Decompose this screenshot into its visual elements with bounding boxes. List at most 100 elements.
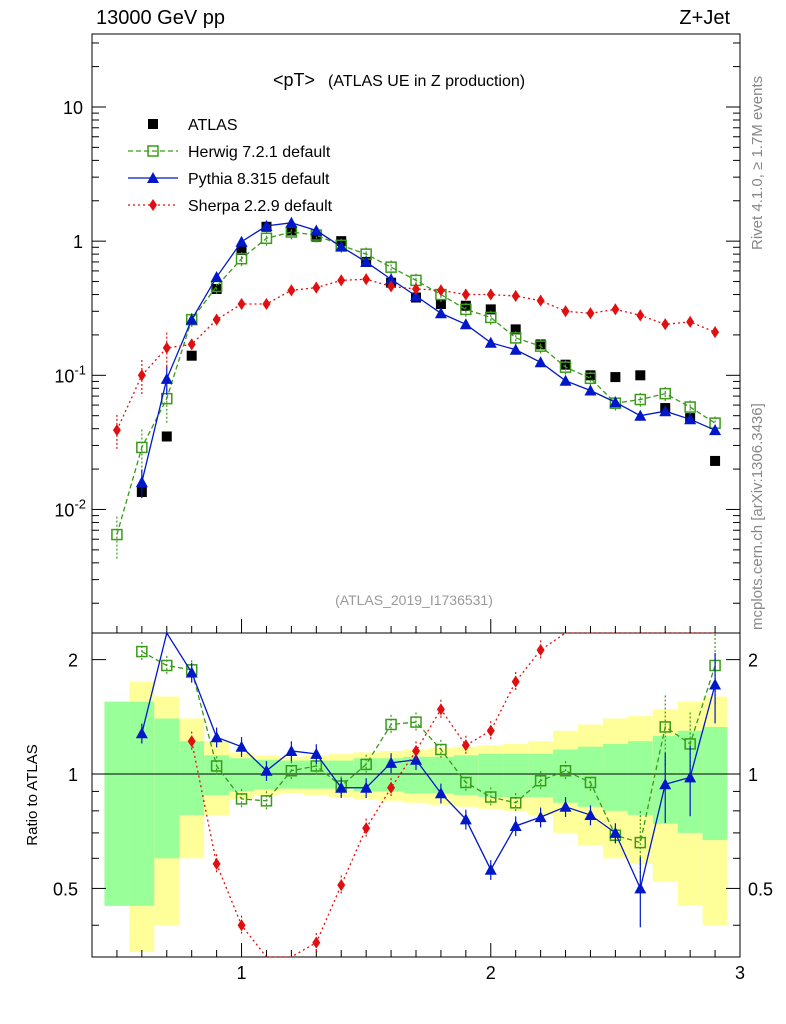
pythia-ratio-point (584, 809, 597, 821)
sherpa-main-point (511, 290, 520, 303)
herwig-main-point (584, 372, 597, 385)
pythia-ratio-point (509, 819, 522, 831)
uncertainty-bands (104, 681, 728, 953)
herwig-ratio-point (485, 791, 497, 803)
plot-frames (91, 33, 741, 958)
x-tick-label: 3 (735, 963, 745, 983)
mcplots-label: mcplots.cern.ch [arXiv:1306.3436] (749, 403, 766, 630)
sherpa-main-point (262, 298, 271, 311)
herwig-ratio-point (659, 721, 671, 733)
pythia-ratio-point (659, 778, 672, 790)
y-ratio-tick-label: 2 (68, 651, 78, 671)
atlas-main-point (610, 372, 621, 383)
green-band-bin (453, 755, 479, 796)
sherpa-main-point (287, 284, 296, 297)
sherpa-ratio-point (436, 703, 445, 716)
y-main-tick-label: 1 (73, 232, 83, 252)
sherpa-main-point (237, 298, 246, 311)
pythia-ratio-point (634, 882, 647, 894)
pythia-legend-marker (147, 172, 159, 183)
herwig-main-point (136, 441, 148, 454)
sherpa-main-point (636, 309, 645, 322)
y-ratio-tick-label-right: 1 (748, 765, 758, 785)
herwig-ratio-point (385, 718, 397, 731)
herwig-ratio-point (509, 797, 522, 809)
pythia-ratio-point (609, 826, 622, 838)
atlas-main-point (585, 370, 596, 381)
y-main-tick-label: 10 (63, 98, 83, 118)
pythia-main-point (709, 424, 722, 436)
green-band-bin (602, 743, 628, 811)
sherpa-main-point (611, 303, 620, 316)
herwig-main-point (260, 232, 273, 245)
herwig-ratio-point (210, 760, 223, 772)
green-band-bin (154, 718, 180, 859)
sherpa-ratio-point (486, 724, 495, 737)
pythia-ratio-point (260, 764, 273, 776)
y-ratio-tick-label-right: 2 (748, 651, 758, 671)
pythia-main-point (185, 313, 198, 325)
pythia-ratio-point (709, 678, 722, 690)
sherpa-ratio-point (212, 857, 221, 870)
y-ratio-tick-label: 1 (68, 765, 78, 785)
data-marks (111, 216, 722, 958)
sherpa-main-point (586, 307, 595, 320)
plot-subtitle: (ATLAS UE in Z production) (328, 73, 525, 90)
pythia-main-point (385, 273, 398, 285)
pythia-main-point (235, 235, 248, 247)
sherpa-ratio-point (312, 936, 321, 949)
sherpa-ratio-point (511, 675, 520, 688)
pythia-ratio-point (135, 727, 148, 739)
atlas-main-point (435, 299, 446, 310)
atlas-main-point (236, 244, 247, 255)
herwig-legend-marker (147, 145, 159, 157)
sherpa-main-point (162, 341, 171, 354)
pythia-main-point (459, 318, 472, 330)
pythia-ratio-point (210, 731, 223, 743)
sherpa-main-point (686, 315, 695, 328)
atlas-legend-marker (148, 119, 158, 129)
sherpa-main-point (412, 282, 420, 295)
herwig-ratio-point (534, 775, 547, 787)
atlas-main-point (510, 324, 521, 335)
pythia-legend-label: Pythia 8.315 default (188, 171, 330, 188)
sherpa-main-point (137, 369, 146, 382)
pythia-main-point (434, 307, 447, 319)
axis-labels: 1 2 3 10-2 10-1 1 10 0.5 0.5 1 1 2 2 (53, 98, 773, 983)
herwig-main-point (634, 393, 647, 406)
sherpa-main-point (337, 274, 346, 287)
atlas-main-point (485, 304, 496, 315)
sherpa-ratio-point (536, 643, 545, 656)
herwig-main-point (111, 528, 123, 541)
pythia-main-point (310, 224, 323, 236)
herwig-ratio-point (584, 776, 597, 789)
herwig-ratio-point (435, 743, 447, 756)
herwig-ratio-point (460, 776, 472, 789)
x-tick-label: 2 (486, 963, 496, 983)
atlas-main-point (635, 370, 646, 381)
herwig-ratio-point (410, 716, 422, 728)
green-band-bin (503, 753, 529, 798)
sherpa-ratio-line (191, 632, 716, 958)
sherpa-legend-label: Sherpa 2.2.9 default (188, 198, 333, 215)
atlas-main-point (161, 431, 172, 442)
x-tick-label: 1 (237, 963, 247, 983)
herwig-legend-label: Herwig 7.2.1 default (188, 144, 331, 161)
pythia-main-point (285, 216, 298, 228)
green-band-bin (702, 726, 728, 841)
pythia-main-point (609, 396, 622, 408)
pythia-main-point (410, 290, 422, 302)
process-label: Z+Jet (679, 7, 730, 29)
herwig-ratio-point (235, 793, 248, 805)
herwig-ratio-point (285, 765, 298, 777)
pythia-ratio-point (360, 781, 373, 793)
green-band-bin (179, 741, 205, 816)
legend: ATLAS Herwig 7.2.1 default Pythia 8.315 de… (128, 117, 333, 215)
sherpa-ratio-point (412, 744, 420, 757)
pythia-ratio-point (285, 744, 298, 756)
herwig-main-point (385, 261, 397, 273)
plot-title: <pT> (273, 70, 315, 90)
green-band-bin (627, 741, 653, 816)
sherpa-main-point (661, 318, 670, 331)
y-main-tick-label: 10-1 (54, 362, 86, 386)
